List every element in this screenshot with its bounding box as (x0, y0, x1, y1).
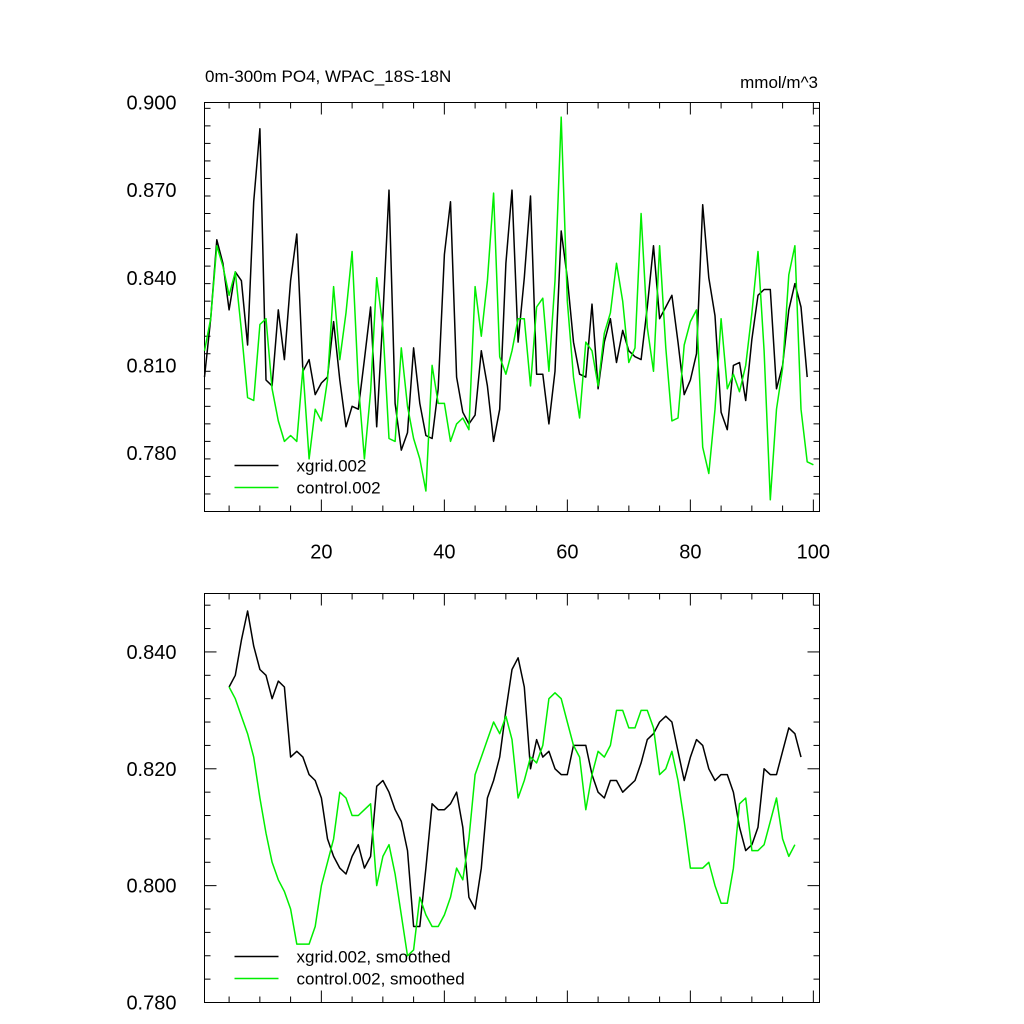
series-line-control (203, 116, 814, 501)
top-axis-ticks: 20 40 60 80 100 0.780 0.810 0.840 0.870 0.900 (126, 93, 830, 564)
x-tick-label: 20 (310, 542, 332, 564)
y-tick-label: 0.840 (126, 268, 176, 290)
y-tick-label: 0.810 (126, 355, 176, 377)
legend-label: control.002 (297, 479, 381, 498)
top-plot-frame (204, 102, 820, 512)
legend-label: xgrid.002, smoothed (297, 948, 451, 967)
legend-label: xgrid.002 (297, 457, 367, 476)
top-panel: 0m-300m PO4, WPAC_18S-18N mmol/m^3 20 40 6… (126, 67, 830, 564)
bottom-plot-frame (204, 593, 820, 1003)
y-tick-label: 0.780 (126, 443, 176, 465)
top-data-lines (203, 116, 814, 501)
top-panel-units: mmol/m^3 (740, 73, 818, 92)
x-tick-label: 60 (556, 542, 578, 564)
series-line-control (228, 686, 796, 957)
legend-label: control.002, smoothed (297, 970, 465, 989)
x-tick-label: 100 (797, 542, 830, 564)
top-panel-title: 0m-300m PO4, WPAC_18S-18N (205, 67, 451, 86)
y-tick-label: 0.840 (126, 642, 176, 664)
y-tick-label: 0.820 (126, 759, 176, 781)
bottom-data-lines (228, 610, 802, 957)
bottom-legend: xgrid.002, smoothed control.002, smoothed (234, 948, 465, 989)
series-line-xgrid (203, 128, 808, 451)
y-tick-label: 0.780 (126, 993, 176, 1015)
y-tick-label: 0.800 (126, 876, 176, 898)
x-tick-label: 40 (433, 542, 455, 564)
bottom-panel: 0.780 0.800 0.820 0.840 xgrid.002, smoothed… (126, 593, 820, 1015)
y-tick-label: 0.900 (126, 93, 176, 115)
bottom-axis-ticks: 0.780 0.800 0.820 0.840 (126, 593, 820, 1015)
series-line-xgrid (228, 610, 802, 928)
y-tick-label: 0.870 (126, 180, 176, 202)
top-legend: xgrid.002 control.002 (234, 457, 381, 498)
x-tick-label: 80 (679, 542, 701, 564)
